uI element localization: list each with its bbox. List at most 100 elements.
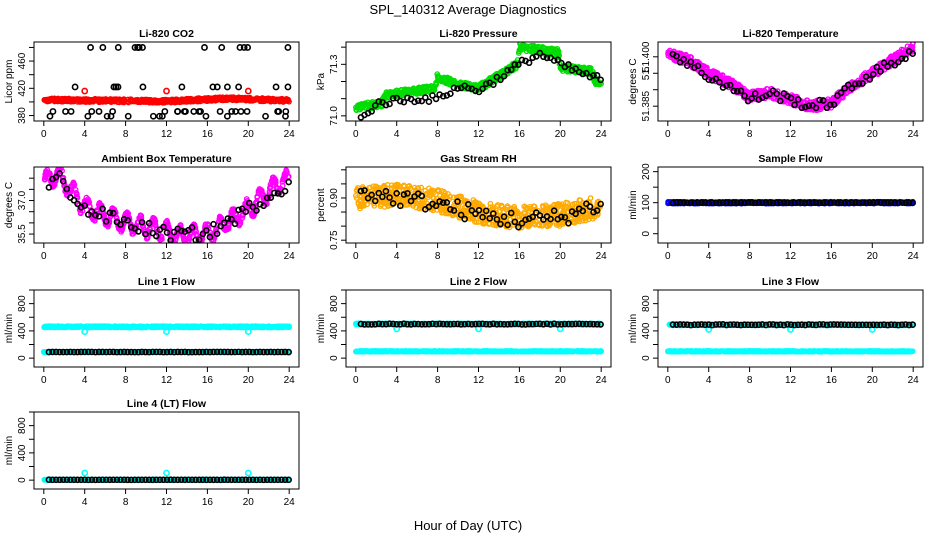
avg-point	[522, 216, 529, 224]
avg-point	[67, 108, 75, 115]
raw-point	[431, 86, 437, 93]
plot-area	[665, 198, 916, 207]
outlier-point	[81, 87, 89, 95]
raw-point	[587, 195, 594, 201]
raw-point	[412, 89, 419, 95]
avg-point	[81, 202, 89, 209]
x-tick-label: 16	[826, 129, 838, 140]
raw-point	[396, 183, 402, 190]
raw-point	[194, 95, 201, 102]
y-tick-label: 51.	[641, 66, 652, 80]
raw-point	[761, 88, 767, 94]
raw-point	[494, 70, 500, 77]
avg-point	[432, 202, 440, 210]
avg-point	[382, 101, 390, 109]
raw-point	[91, 218, 98, 224]
x-tick-label: 24	[284, 251, 296, 262]
raw-point	[436, 74, 443, 81]
avg-point	[84, 112, 92, 120]
raw-point	[217, 214, 224, 221]
raw-point	[260, 95, 267, 102]
raw-point	[85, 196, 91, 203]
raw-point	[77, 207, 84, 214]
avg-point	[776, 199, 784, 206]
raw-point	[277, 185, 284, 192]
series-average	[357, 49, 604, 121]
avg-point	[902, 199, 909, 207]
series-average	[46, 44, 292, 120]
avg-point	[158, 112, 166, 120]
x-tick-label: 12	[785, 251, 797, 262]
avg-point	[787, 94, 795, 102]
avg-point	[855, 80, 863, 87]
avg-point	[726, 81, 734, 89]
avg-point	[464, 201, 472, 208]
x-tick-label: 20	[555, 251, 567, 262]
avg-point	[816, 199, 823, 207]
avg-point	[691, 199, 698, 207]
raw-point	[382, 92, 388, 98]
avg-point	[673, 199, 680, 206]
avg-point	[848, 199, 856, 206]
avg-point	[741, 92, 748, 100]
raw-point	[770, 95, 777, 102]
avg-point	[400, 191, 408, 198]
raw-point	[529, 217, 536, 223]
x-tick-label: 0	[353, 129, 359, 140]
raw-point	[382, 198, 388, 205]
raw-point	[68, 96, 75, 103]
avg-point	[887, 199, 895, 206]
avg-point	[223, 112, 231, 120]
avg-point	[475, 207, 483, 214]
x-tick-label: 12	[785, 129, 797, 140]
raw-point	[397, 89, 403, 96]
avg-point	[561, 214, 569, 221]
raw-point	[125, 96, 131, 103]
raw-point	[470, 216, 477, 222]
avg-point	[407, 197, 415, 205]
panel-title: Li-820 Pressure	[439, 28, 517, 40]
avg-point	[776, 97, 784, 105]
avg-point	[877, 68, 884, 75]
avg-point	[898, 199, 906, 206]
raw-point	[146, 99, 153, 105]
avg-point	[274, 108, 282, 115]
raw-point	[439, 209, 445, 216]
avg-point	[145, 219, 153, 227]
avg-point	[461, 215, 468, 223]
avg-point	[84, 211, 92, 218]
avg-point	[680, 199, 687, 207]
avg-point	[543, 54, 551, 62]
avg-point	[816, 96, 823, 104]
raw-point	[80, 97, 87, 104]
avg-point	[525, 59, 533, 67]
x-tick-label: 8	[435, 251, 441, 262]
avg-point	[712, 75, 720, 83]
x-tick-label: 16	[514, 129, 526, 140]
raw-point	[259, 188, 265, 195]
avg-point	[812, 199, 820, 206]
avg-point	[837, 199, 845, 207]
avg-point	[794, 96, 802, 103]
raw-point	[244, 95, 251, 101]
raw-point	[210, 237, 217, 243]
avg-point	[744, 199, 752, 206]
raw-point	[153, 225, 160, 232]
panel-title: Sample Flow	[758, 153, 823, 165]
series-average	[45, 170, 292, 243]
avg-point	[673, 52, 680, 60]
plot-area	[41, 167, 292, 243]
raw-point	[180, 236, 187, 243]
avg-point	[201, 44, 208, 51]
x-tick-label: 4	[394, 129, 400, 140]
avg-point	[393, 190, 401, 197]
avg-point	[272, 83, 280, 91]
avg-point	[827, 101, 834, 109]
avg-point	[848, 85, 856, 92]
avg-point	[694, 62, 702, 70]
raw-point	[539, 203, 546, 209]
raw-point	[712, 78, 719, 85]
panel-title: Li-820 CO2	[139, 28, 194, 40]
